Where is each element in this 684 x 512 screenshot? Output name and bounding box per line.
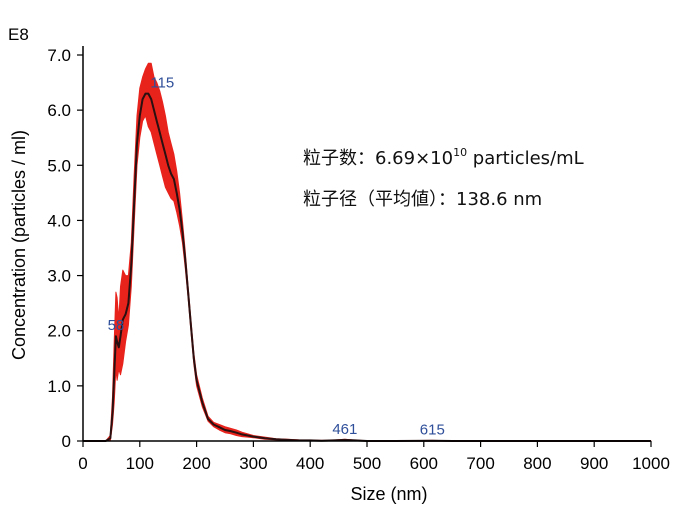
x-tick-label: 100 [126, 454, 154, 473]
x-tick-label: 1000 [632, 454, 670, 473]
y-tick-label: 1.0 [47, 377, 71, 396]
x-axis-ticks: 0 100 200 300 400 500 600 700 800 900 1000 [78, 441, 670, 473]
x-tick-label: 300 [239, 454, 267, 473]
y-tick-label: 0 [62, 432, 71, 451]
x-tick-label: 200 [182, 454, 210, 473]
mean-size-annotation: 粒子径（平均値）：138.6 nm [303, 189, 542, 210]
x-tick-label: 500 [353, 454, 381, 473]
x-tick-label: 800 [523, 454, 551, 473]
x-axis-title: Size (nm) [350, 484, 427, 504]
x-tick-label: 400 [296, 454, 324, 473]
y-axis-ticks: 0 1.0 2.0 3.0 4.0 5.0 6.0 7.0 [47, 46, 83, 451]
peak-label: 58 [108, 317, 125, 334]
particle-count-suffix: particles/mL [467, 148, 584, 169]
particle-count-exponent: 10 [453, 146, 467, 159]
x-tick-label: 700 [466, 454, 494, 473]
peak-label: 115 [150, 75, 174, 92]
peak-label: 615 [420, 422, 445, 439]
y-tick-label: 4.0 [47, 211, 71, 230]
y-exponent-label: E8 [8, 25, 29, 44]
peak-label: 461 [332, 421, 357, 438]
y-axis-title: Concentration (particles / ml) [9, 130, 29, 360]
x-tick-label: 600 [410, 454, 438, 473]
error-band [82, 62, 652, 442]
x-tick-label: 900 [580, 454, 608, 473]
particle-count-prefix: 粒子数：6.69×10 [303, 148, 453, 169]
y-tick-label: 6.0 [47, 101, 71, 120]
y-tick-label: 2.0 [47, 322, 71, 341]
y-tick-label: 5.0 [47, 156, 71, 175]
peak-labels: 58 115 461 615 [108, 75, 445, 439]
x-tick-label: 0 [78, 454, 87, 473]
particle-count-annotation: 粒子数：6.69×1010 particles/mL [303, 146, 584, 169]
y-tick-label: 7.0 [47, 46, 71, 65]
error-band-layer [82, 62, 652, 442]
y-tick-label: 3.0 [47, 267, 71, 286]
